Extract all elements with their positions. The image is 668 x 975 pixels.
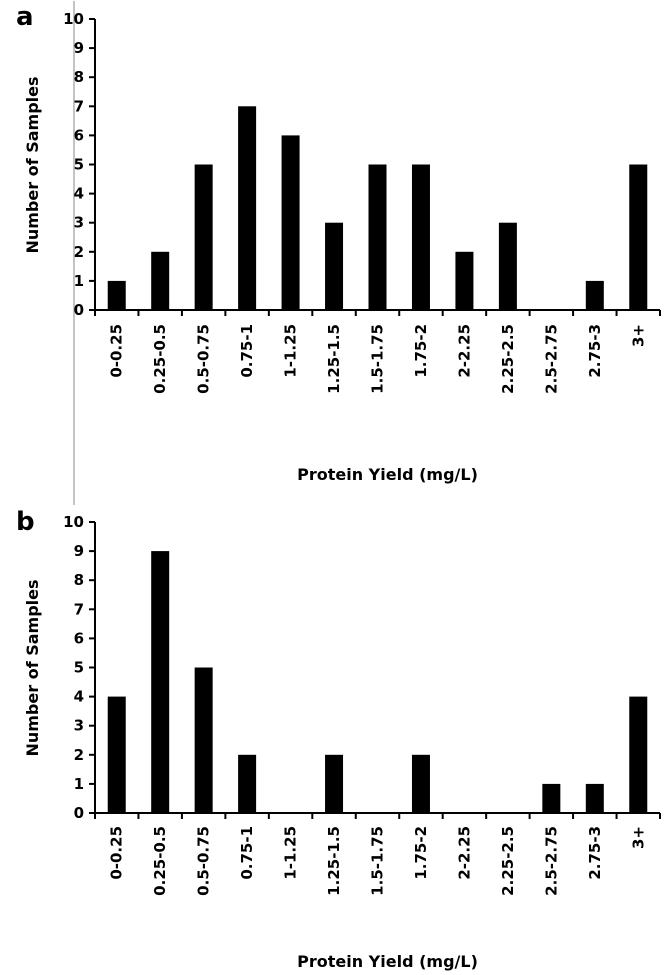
y-tick-label: 7 [74,600,84,618]
x-tick-label: 1.5-1.75 [369,826,387,896]
bar-0.5-0.75 [194,164,213,310]
y-axis-title: Number of Samples [23,579,42,756]
chart-panel-b: b 0 1 2 3 4 5 6 7 8 9 10 0-0.25 0.25-0.5 0.5-0.75 0.75-… [16,507,661,971]
bar-1.75-2 [411,164,430,310]
y-tick-label: 2 [74,243,84,261]
bar-3+ [629,696,648,813]
panel-label: b [16,507,35,537]
x-tick-label: 0-0.25 [108,324,126,378]
chart-panel-a: a 0 1 2 3 4 5 6 7 8 9 10 0-0.25 0.25-0.5 0.5-0.75 0.75-… [16,1,661,505]
y-tick-label: 2 [74,746,84,764]
x-tick-label: 1.25-1.5 [325,324,343,394]
y-axis-title: Number of Samples [23,76,42,253]
x-tick-label: 1-1.25 [282,826,300,880]
x-tick-label: 2.25-2.5 [499,826,517,896]
x-tick-label: 0.25-0.5 [151,826,169,896]
x-tick-label: 1-1.25 [282,324,300,378]
y-tick-label: 0 [74,301,84,319]
bar-2-2.25 [455,251,474,310]
bar-1.5-1.75 [368,164,387,310]
bar-0.5-0.75 [194,667,213,813]
y-tick-label: 3 [74,717,84,735]
x-tick-label: 1.75-2 [412,826,430,880]
bar-0-0.25 [107,696,126,813]
y-tick-label: 0 [74,804,84,822]
y-tick-label: 1 [74,775,84,793]
x-tick-label: 2.5-2.75 [542,826,560,896]
y-tick-label: 1 [74,272,84,290]
bar-1-1.25 [281,135,300,310]
bar-0.25-0.5 [151,251,170,310]
y-tick-label: 5 [74,156,84,174]
bar-2.75-3 [585,280,604,310]
y-tick-label: 4 [74,688,84,706]
bar-1.25-1.5 [325,754,344,813]
x-tick-label: 2.75-3 [586,826,604,880]
panel-label: a [16,2,34,32]
bar-0.75-1 [238,754,257,813]
x-tick-label: 2-2.25 [455,324,473,378]
x-axis-title: Protein Yield (mg/L) [297,952,478,971]
bar-0.75-1 [238,106,257,310]
x-tick-label: 2-2.25 [455,826,473,880]
x-tick-label: 0.25-0.5 [151,324,169,394]
x-tick-label: 3+ [629,324,647,347]
y-tick-label: 9 [74,542,84,560]
x-tick-label: 1.25-1.5 [325,826,343,896]
y-tick-label: 8 [74,571,84,589]
x-tick-label: 2.5-2.75 [542,324,560,394]
x-tick-label: 2.25-2.5 [499,324,517,394]
bar-3+ [629,164,648,310]
bar-2.75-3 [585,783,604,813]
x-tick-label: 0-0.25 [108,826,126,880]
x-tick-label: 1.5-1.75 [369,324,387,394]
x-tick-label: 0.75-1 [238,324,256,378]
y-tick-label: 9 [74,39,84,57]
x-tick-label: 3+ [629,826,647,849]
y-tick-label: 10 [63,10,84,28]
bar-2.5-2.75 [542,783,561,813]
bar-0-0.25 [107,280,126,310]
y-tick-label: 3 [74,214,84,232]
bar-2.25-2.5 [498,222,517,310]
x-tick-label: 0.5-0.75 [195,324,213,394]
x-axis-title: Protein Yield (mg/L) [297,465,478,484]
y-tick-label: 7 [74,97,84,115]
y-tick-label: 10 [63,513,84,531]
y-tick-label: 4 [74,185,84,203]
x-tick-label: 0.5-0.75 [195,826,213,896]
y-tick-label: 6 [74,629,84,647]
y-tick-label: 5 [74,659,84,677]
y-tick-label: 8 [74,68,84,86]
x-tick-label: 1.75-2 [412,324,430,378]
bar-0.25-0.5 [151,551,170,813]
bar-1.25-1.5 [325,222,344,310]
bar-1.75-2 [411,754,430,813]
x-tick-label: 2.75-3 [586,324,604,378]
x-tick-label: 0.75-1 [238,826,256,880]
y-tick-label: 6 [74,126,84,144]
